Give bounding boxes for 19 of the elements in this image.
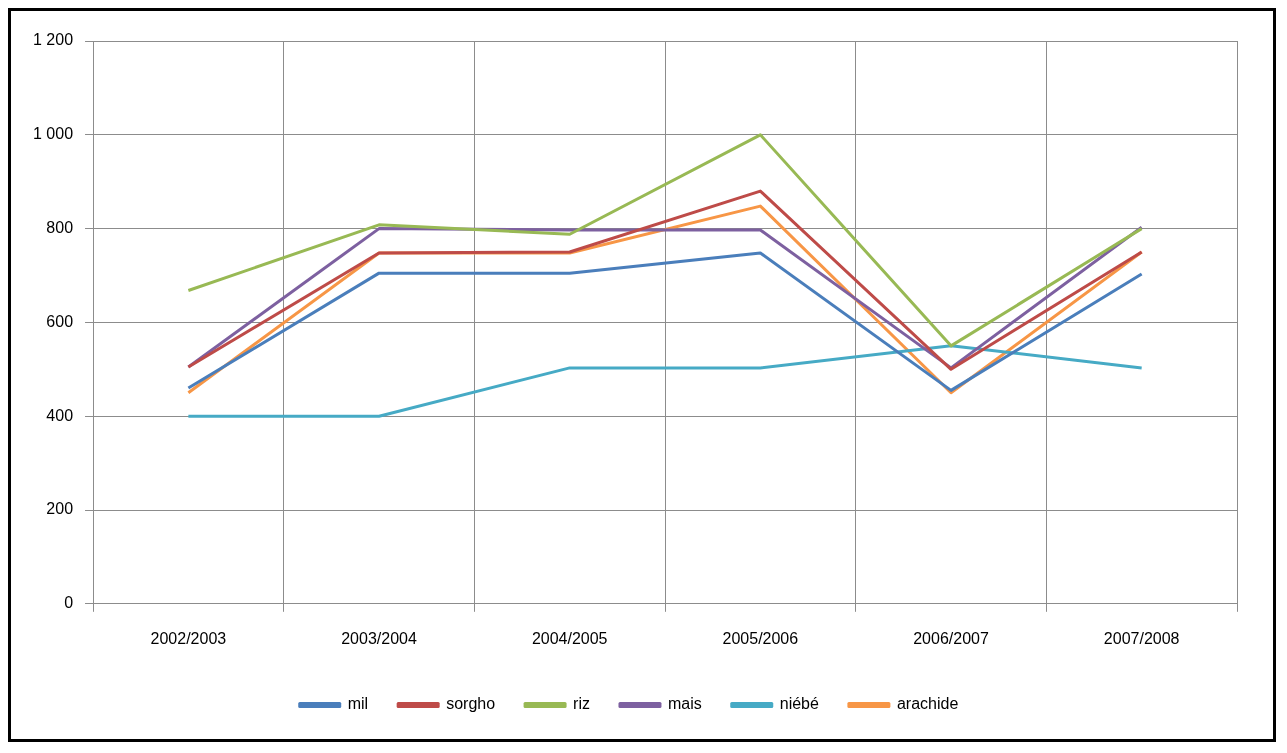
y-tick-label: 1 000 (32, 125, 74, 143)
y-tick-label: 1 200 (32, 31, 74, 49)
legend-label: niébé (779, 695, 819, 713)
legend-label: mil (347, 695, 369, 713)
y-tick-label: 0 (64, 594, 74, 612)
x-tick-label: 2005/2006 (722, 629, 799, 647)
y-tick-label: 200 (46, 500, 74, 518)
x-tick-label: 2003/2004 (341, 629, 417, 647)
legend-label: mais (667, 695, 702, 713)
legend-label: arachide (896, 695, 959, 713)
y-tick-label: 800 (46, 219, 74, 237)
legend-label: sorgho (446, 695, 496, 713)
x-tick-label: 2004/2005 (531, 629, 608, 647)
x-tick-label: 2006/2007 (913, 629, 989, 647)
y-tick-label: 600 (46, 312, 74, 330)
x-tick-label: 2007/2008 (1103, 629, 1180, 647)
x-tick-label: 2002/2003 (150, 629, 227, 647)
y-tick-label: 400 (46, 406, 74, 424)
legend-label: riz (573, 695, 590, 713)
